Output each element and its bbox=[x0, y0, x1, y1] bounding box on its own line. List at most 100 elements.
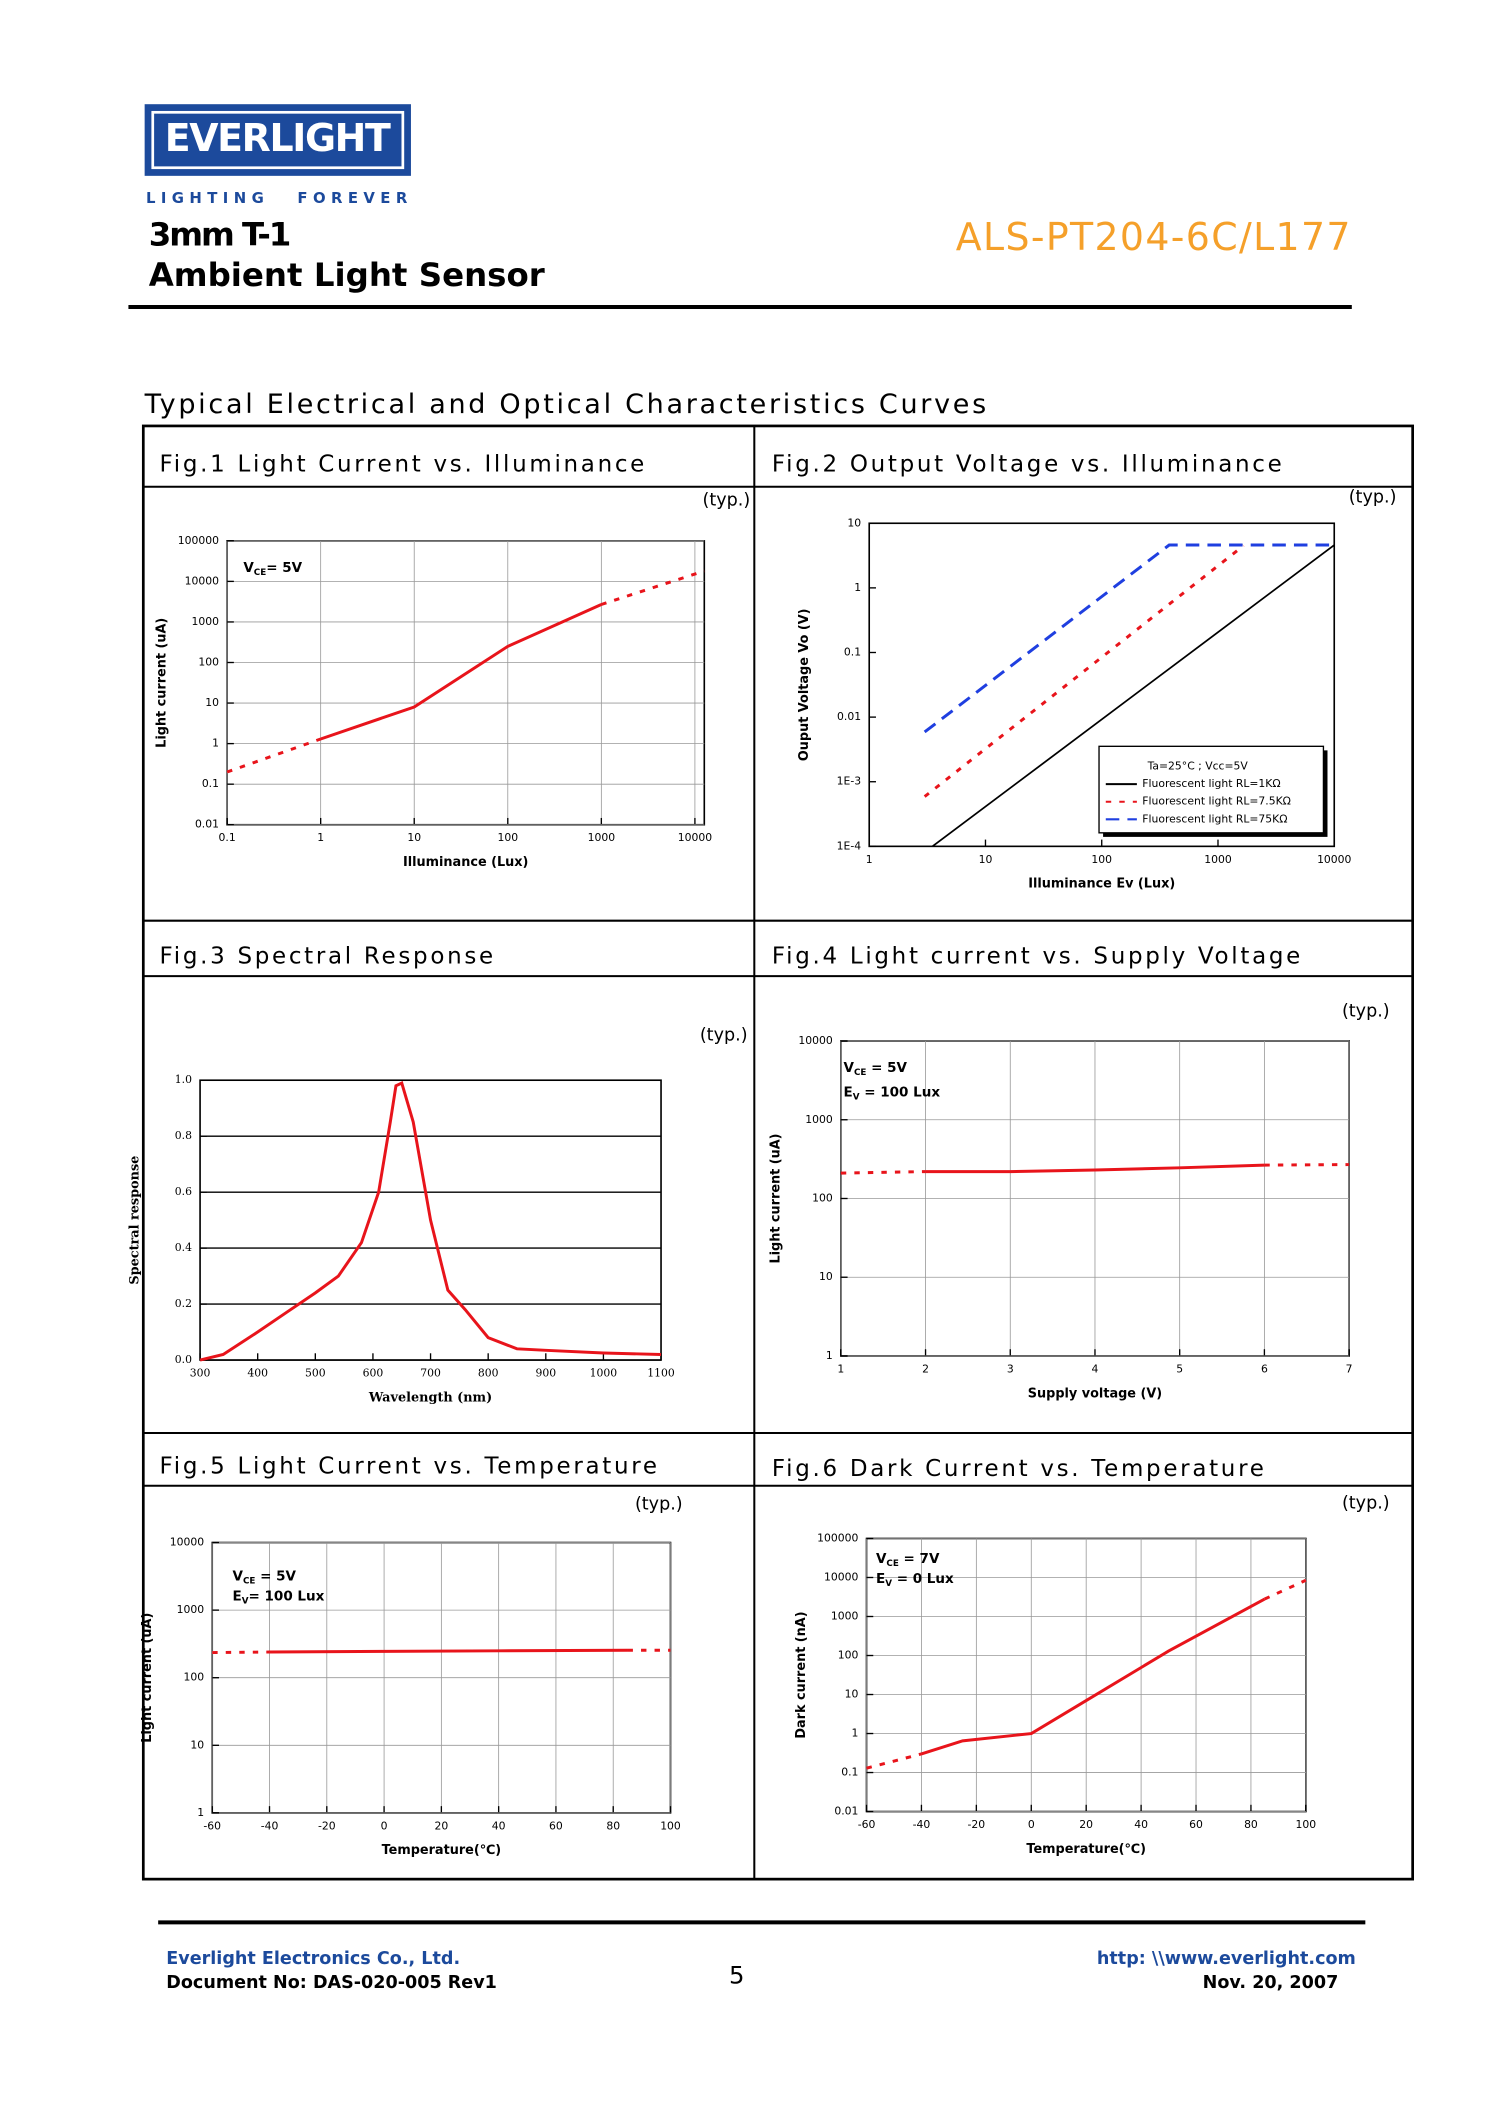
data-line bbox=[840, 1170, 926, 1175]
x-tick-label: 20 bbox=[1079, 1818, 1093, 1831]
x-tick-label: 1 bbox=[866, 853, 873, 866]
y-tick-label: 1000 bbox=[831, 1609, 859, 1622]
y-tick-label: 100000 bbox=[817, 1531, 858, 1544]
figure-title: Fig.6 Dark Current vs. Temperature bbox=[772, 1456, 1267, 1482]
y-axis-label: Light current (uA) bbox=[768, 1133, 783, 1263]
tagline: FOREVER bbox=[297, 189, 412, 207]
x-tick-label: -40 bbox=[261, 1819, 279, 1832]
charts: Fig.1 Light Current vs. Illuminance (typ.… bbox=[128, 452, 1397, 1859]
x-axis-label: Wavelength (nm) bbox=[368, 1390, 492, 1405]
data-line bbox=[931, 544, 1335, 848]
x-tick-label: -20 bbox=[318, 1819, 336, 1832]
x-tick-label: 1 bbox=[837, 1363, 844, 1376]
y-tick-label: 0.8 bbox=[175, 1129, 192, 1142]
y-tick-label: 1 bbox=[852, 1727, 859, 1740]
product-name: Ambient Light Sensor bbox=[149, 256, 545, 294]
x-tick-label: 10000 bbox=[678, 831, 712, 844]
x-tick-label: -60 bbox=[858, 1818, 876, 1831]
y-tick-label: 10 bbox=[847, 516, 861, 529]
annotation: VCE= 5V bbox=[243, 560, 302, 578]
typ-note: (typ.) bbox=[700, 1026, 748, 1046]
x-tick-label: 4 bbox=[1092, 1363, 1099, 1376]
y-tick-label: 100 bbox=[198, 656, 219, 669]
data-line bbox=[269, 1648, 628, 1654]
x-tick-label: 60 bbox=[1189, 1818, 1203, 1831]
annotation: EV = 0 Lux bbox=[876, 1571, 954, 1589]
x-axis-label: Supply voltage (V) bbox=[1028, 1386, 1162, 1401]
x-tick-label: 0 bbox=[381, 1819, 388, 1832]
x-tick-label: 400 bbox=[247, 1367, 268, 1380]
x-axis-label: Temperature(℃) bbox=[382, 1843, 502, 1858]
annotation: VCE = 7V bbox=[876, 1551, 940, 1569]
data-line bbox=[199, 1080, 662, 1362]
y-tick-label: 0.0 bbox=[175, 1353, 192, 1366]
typ-note: (typ.) bbox=[1349, 488, 1397, 508]
x-tick-label: 10 bbox=[407, 831, 421, 844]
y-tick-label: 100 bbox=[838, 1649, 859, 1662]
y-tick-label: 10 bbox=[819, 1270, 833, 1283]
x-tick-label: 800 bbox=[478, 1367, 499, 1380]
y-tick-label: 0.1 bbox=[841, 1766, 858, 1779]
y-tick-label: 10000 bbox=[170, 1536, 204, 1549]
y-tick-label: 1000 bbox=[177, 1603, 205, 1616]
figure: Fig.1 Light Current vs. Illuminance (typ.… bbox=[155, 452, 751, 870]
data-line bbox=[925, 1163, 1265, 1174]
y-tick-label: 10000 bbox=[185, 574, 219, 587]
x-tick-label: 1000 bbox=[588, 831, 616, 844]
x-tick-label: 10000 bbox=[1317, 853, 1351, 866]
tagline: LIGHTING bbox=[146, 189, 269, 207]
plot-area bbox=[226, 540, 706, 826]
annotation-main: E bbox=[844, 1084, 853, 1100]
annotation: VCE = 5V bbox=[233, 1568, 297, 1586]
x-tick-label: 100 bbox=[497, 831, 518, 844]
x-axis-label: Illuminance (Lux) bbox=[403, 855, 528, 870]
typ-note: (typ.) bbox=[1342, 1001, 1390, 1021]
x-tick-label: 40 bbox=[492, 1819, 506, 1832]
y-tick-label: 10 bbox=[845, 1688, 859, 1701]
x-tick-label: 6 bbox=[1261, 1363, 1268, 1376]
logo-text: EVERLIGHT bbox=[165, 116, 391, 160]
part-number: ALS-PT204-6C/L177 bbox=[956, 215, 1352, 259]
x-tick-label: 60 bbox=[549, 1819, 563, 1832]
y-tick-label: 100000 bbox=[178, 534, 219, 547]
annotation-rest: = 5V bbox=[255, 1568, 296, 1584]
y-axis-label: Dark current (nA) bbox=[794, 1611, 809, 1738]
x-tick-label: 1000 bbox=[590, 1367, 618, 1380]
y-tick-label: 1 bbox=[826, 1349, 833, 1362]
y-tick-label: 0.4 bbox=[175, 1241, 192, 1254]
annotation-rest: = 100 Lux bbox=[860, 1084, 941, 1100]
annotation-sub: CE bbox=[854, 1068, 866, 1078]
figure: Fig.3 Spectral Response (typ.) 300 400 500 60… bbox=[128, 944, 748, 1406]
annotation-sub: CE bbox=[243, 1576, 255, 1586]
annotation-main: V bbox=[233, 1568, 244, 1584]
x-tick-label: 80 bbox=[1244, 1818, 1258, 1831]
x-tick-label: 700 bbox=[420, 1367, 441, 1380]
annotation-sub: V bbox=[853, 1092, 860, 1102]
figure-title: Fig.3 Spectral Response bbox=[160, 944, 496, 970]
x-tick-label: 600 bbox=[363, 1367, 384, 1380]
typ-note: (typ.) bbox=[1342, 1493, 1390, 1513]
legend-label: Fluorescent light RL=1KΩ bbox=[1142, 777, 1280, 790]
y-tick-label: 0.1 bbox=[202, 777, 219, 790]
y-tick-label: 1000 bbox=[192, 615, 220, 628]
x-tick-label: 5 bbox=[1176, 1363, 1183, 1376]
data-line bbox=[866, 1752, 922, 1770]
annotation: EV = 100 Lux bbox=[844, 1084, 941, 1102]
x-axis-label: Temperature(℃) bbox=[1026, 1842, 1146, 1857]
y-tick-label: 100 bbox=[812, 1191, 833, 1204]
y-tick-label: 10 bbox=[205, 696, 219, 709]
figure-table bbox=[141, 424, 1415, 1881]
x-tick-label: 1100 bbox=[647, 1367, 675, 1380]
annotation-rest: = 5V bbox=[266, 560, 302, 576]
typ-note: (typ.) bbox=[635, 1495, 683, 1515]
y-tick-label: 1 bbox=[854, 581, 861, 594]
x-tick-label: 100 bbox=[1091, 853, 1112, 866]
data-line bbox=[1264, 1163, 1350, 1167]
y-tick-label: 0.01 bbox=[834, 1805, 858, 1818]
figure: Fig.2 Output Voltage vs. Illuminance (typ… bbox=[772, 452, 1397, 892]
data-line bbox=[320, 603, 602, 741]
footer-website: http: \\www.everlight.com bbox=[1097, 1949, 1356, 1969]
x-tick-label: -40 bbox=[913, 1818, 931, 1831]
data-line bbox=[212, 1650, 270, 1655]
data-line bbox=[923, 544, 1245, 798]
